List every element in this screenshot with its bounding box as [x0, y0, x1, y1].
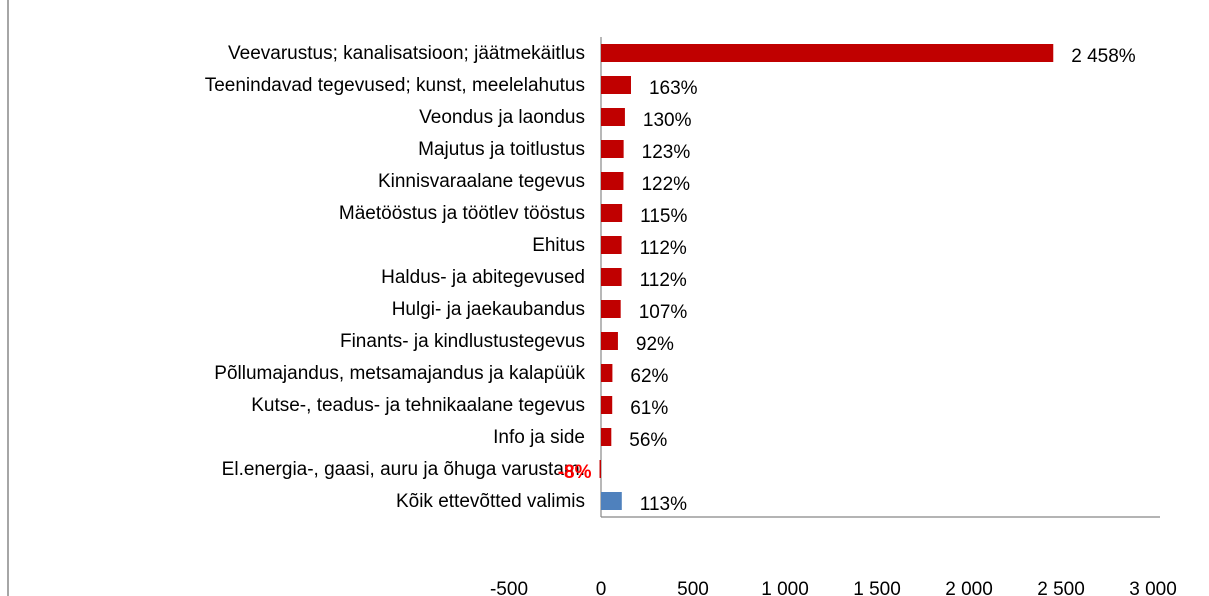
x-tick-label: 2 000: [945, 579, 993, 596]
bar: [601, 76, 631, 94]
bar: [601, 268, 622, 286]
y-tick-label: Majutus ja toitlustus: [418, 139, 585, 160]
x-tick-label: 500: [677, 579, 709, 596]
x-tick-label: 0: [596, 579, 607, 596]
bar: [601, 428, 612, 446]
x-tick-label: -500: [490, 579, 528, 596]
x-tick-label: 1 500: [853, 579, 901, 596]
data-label: 112%: [640, 238, 687, 259]
data-label: 61%: [630, 398, 668, 419]
y-tick-label: Mäetööstus ja töötlev tööstus: [339, 203, 585, 224]
y-tick-label: Finants- ja kindlustustegevus: [340, 331, 585, 352]
y-tick-label: Kõik ettevõtted valimis: [396, 491, 585, 512]
bar: [601, 492, 622, 510]
bar: [601, 44, 1054, 62]
bar: [601, 108, 625, 126]
y-tick-label: Teenindavad tegevused; kunst, meelelahut…: [205, 75, 585, 96]
data-label: 92%: [636, 334, 674, 355]
y-tick-label: El.energia-, gaasi, auru ja õhuga varust…: [222, 459, 585, 480]
data-label: 2 458%: [1071, 46, 1136, 67]
data-label: 122%: [641, 174, 690, 195]
data-label: -8%: [558, 462, 592, 483]
y-tick-label: Haldus- ja abitegevused: [381, 267, 585, 288]
x-tick-label: 3 000: [1129, 579, 1177, 596]
y-tick-label: Info ja side: [493, 427, 585, 448]
bar: [601, 332, 618, 350]
data-label: 123%: [642, 142, 691, 163]
bar: [601, 236, 622, 254]
y-tick-label: Põllumajandus, metsamajandus ja kalapüük: [214, 363, 585, 384]
bar: [601, 364, 613, 382]
y-tick-label: Kutse-, teadus- ja tehnikaalane tegevus: [251, 395, 585, 416]
bar: [601, 140, 624, 158]
bar: [601, 300, 621, 318]
data-label: 56%: [629, 430, 667, 451]
data-label: 115%: [640, 206, 687, 227]
y-tick-label: Ehitus: [532, 235, 585, 256]
x-tick-label: 1 000: [761, 579, 809, 596]
data-label: 107%: [639, 302, 688, 323]
data-label: 130%: [643, 110, 692, 131]
bar: [601, 172, 624, 190]
data-label: 113%: [640, 494, 687, 515]
data-label: 112%: [640, 270, 687, 291]
data-label: 62%: [630, 366, 668, 387]
bar: [601, 204, 623, 222]
y-tick-label: Kinnisvaraalane tegevus: [378, 171, 585, 192]
y-tick-label: Veondus ja laondus: [419, 107, 585, 128]
bar: [601, 396, 613, 414]
y-tick-label: Hulgi- ja jaekaubandus: [392, 299, 585, 320]
x-tick-label: 2 500: [1037, 579, 1085, 596]
y-tick-label: Veevarustus; kanalisatsioon; jäätmekäitl…: [228, 43, 585, 64]
data-label: 163%: [649, 78, 698, 99]
bar: [599, 460, 601, 478]
